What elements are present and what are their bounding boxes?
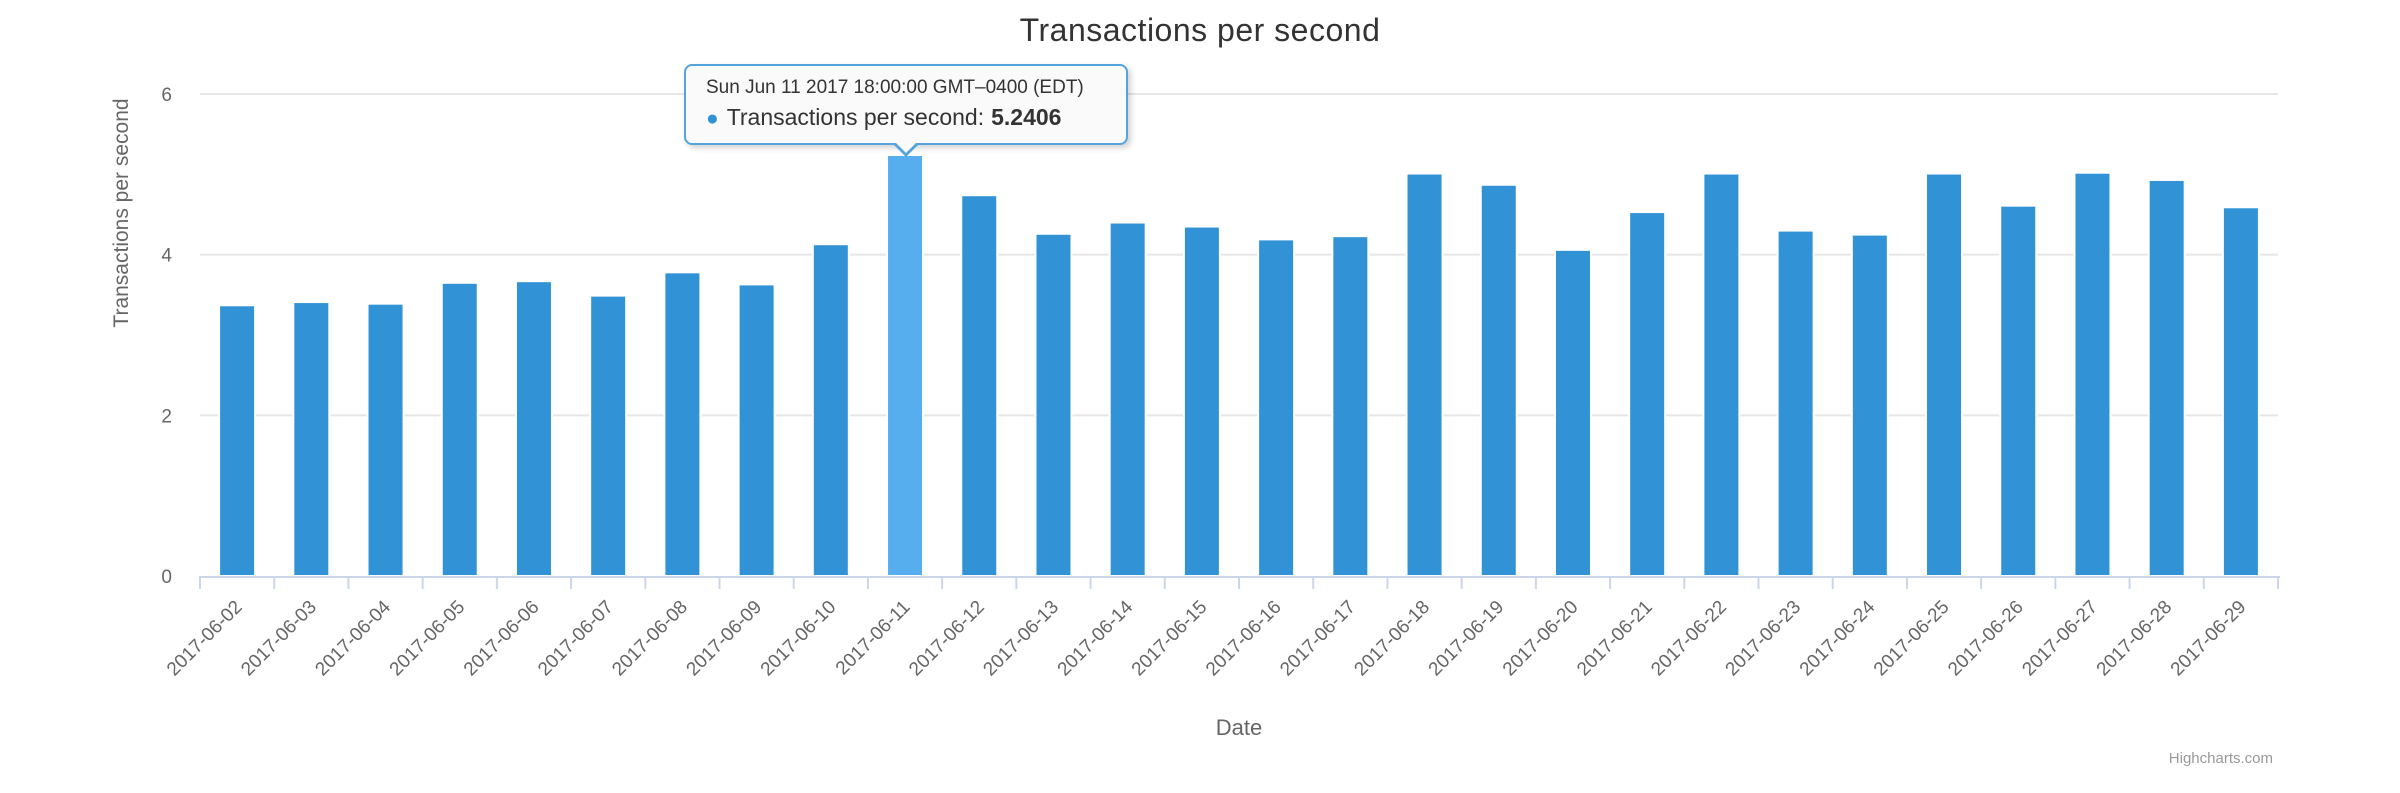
x-axis-label: 2017-06-21 [1573, 597, 1657, 681]
tooltip-row: ● Transactions per second: 5.2406 [706, 104, 1126, 131]
bar-2017-06-22[interactable] [1702, 172, 1741, 577]
x-axis-label: 2017-06-15 [1128, 597, 1212, 681]
x-axis-label: 2017-06-14 [1054, 596, 1138, 680]
bar-2017-06-26[interactable] [1999, 204, 2038, 577]
bar-2017-06-12[interactable] [960, 194, 999, 577]
x-axis-label: 2017-06-17 [1276, 597, 1360, 681]
chart-title: Transactions per second [1019, 12, 1381, 48]
bar-2017-06-21[interactable] [1628, 211, 1667, 577]
bar-2017-06-27[interactable] [2073, 171, 2112, 578]
y-axis-label: 4 [161, 246, 172, 267]
bar-2017-06-07[interactable] [589, 294, 628, 577]
x-axis-label: 2017-06-04 [311, 596, 395, 680]
bar-2017-06-02[interactable] [218, 304, 257, 577]
bar-2017-06-19[interactable] [1479, 183, 1518, 577]
x-axis-label: 2017-06-07 [534, 597, 618, 681]
x-axis-label: 2017-06-12 [905, 597, 989, 681]
x-axis-label: 2017-06-19 [1425, 597, 1509, 681]
x-axis-label: 2017-06-23 [1722, 597, 1806, 681]
x-axis-title: Date [1215, 715, 1263, 740]
y-axis-title: Transactions per second [110, 98, 133, 328]
bar-2017-06-14[interactable] [1108, 221, 1147, 578]
bar-2017-06-16[interactable] [1257, 238, 1296, 578]
bar-2017-06-28[interactable] [2147, 178, 2186, 577]
tooltip-header: Sun Jun 11 2017 18:00:00 GMT–0400 (EDT) [706, 77, 1084, 98]
x-axis-label: 2017-06-28 [2093, 597, 2177, 681]
bar-2017-06-05[interactable] [440, 281, 479, 577]
x-axis-label: 2017-06-11 [832, 597, 915, 680]
bar-2017-06-08[interactable] [663, 271, 702, 577]
bar-2017-06-23[interactable] [1776, 229, 1815, 577]
x-axis-label: 2017-06-22 [1647, 597, 1731, 681]
x-axis-label: 2017-06-29 [2167, 597, 2251, 681]
bar-2017-06-18[interactable] [1405, 172, 1444, 577]
bar-2017-06-06[interactable] [514, 280, 553, 577]
tooltip-arrow-fill [895, 142, 917, 153]
bar-2017-06-17[interactable] [1331, 235, 1370, 577]
x-axis-label: 2017-06-03 [237, 597, 321, 681]
x-axis-label: 2017-06-06 [460, 597, 544, 681]
bar-2017-06-03[interactable] [292, 301, 331, 577]
bar-2017-06-24[interactable] [1850, 233, 1889, 577]
highcharts-credits-link[interactable]: Highcharts.com [2168, 750, 2273, 767]
bar-2017-06-10[interactable] [811, 243, 850, 577]
bar-2017-06-04[interactable] [366, 302, 405, 577]
tooltip-value: 5.2406 [991, 104, 1062, 130]
y-axis-label: 2 [161, 406, 172, 427]
tooltip-series-label: Transactions per second: [726, 104, 985, 130]
x-axis-label: 2017-06-09 [683, 597, 767, 681]
tooltip: Sun Jun 11 2017 18:00:00 GMT–0400 (EDT) … [684, 64, 1128, 157]
series-marker-icon: ● [706, 107, 719, 130]
x-axis-label: 2017-06-16 [1202, 597, 1286, 681]
x-axis-label: 2017-06-25 [1870, 597, 1954, 681]
x-axis-label: 2017-06-20 [1499, 597, 1583, 681]
bar-2017-06-29[interactable] [2221, 206, 2260, 578]
x-axis-label: 2017-06-02 [163, 597, 247, 681]
x-axis-label: 2017-06-26 [1944, 597, 2028, 681]
x-axis-label: 2017-06-18 [1350, 597, 1434, 681]
x-axis-label: 2017-06-27 [2018, 597, 2102, 681]
bar-2017-06-20[interactable] [1553, 248, 1592, 577]
bar-2017-06-15[interactable] [1182, 225, 1221, 578]
bar-2017-06-25[interactable] [1925, 172, 1964, 577]
bar-2017-06-09[interactable] [737, 283, 776, 577]
x-axis-label: 2017-06-05 [386, 597, 470, 681]
bar-2017-06-13[interactable] [1034, 232, 1073, 577]
x-axis-label: 2017-06-13 [979, 597, 1063, 681]
x-axis-label: 2017-06-24 [1796, 596, 1880, 680]
x-axis-label: 2017-06-08 [608, 597, 692, 681]
x-axis-label: 2017-06-10 [757, 597, 841, 681]
bar-2017-06-11-hovered[interactable] [886, 154, 925, 577]
y-axis-label: 0 [161, 567, 172, 588]
y-axis-label: 6 [161, 85, 172, 106]
